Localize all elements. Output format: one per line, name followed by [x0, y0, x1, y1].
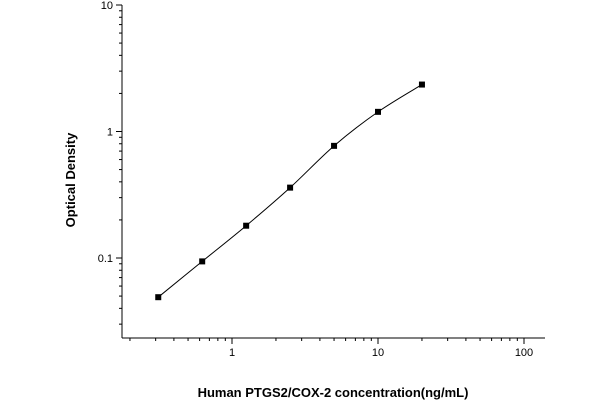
data-point: [418, 81, 425, 88]
data-point: [199, 258, 206, 265]
data-point: [243, 222, 250, 229]
x-tick-label: 1: [229, 347, 235, 359]
y-axis-title: Optical Density: [63, 132, 78, 227]
x-ticks: 1 10 100: [129, 338, 533, 359]
fit-curve: [157, 84, 423, 298]
y-tick-label: 10: [101, 0, 113, 12]
data-point: [287, 184, 294, 191]
data-point: [155, 294, 162, 301]
plot-frame: [121, 5, 545, 339]
y-ticks: 0.1 1 10: [98, 0, 122, 325]
y-tick-label: 0.1: [98, 253, 113, 265]
data-point: [331, 142, 338, 149]
x-axis-title: Human PTGS2/COX-2 concentration(ng/mL): [198, 385, 469, 400]
data-point: [375, 108, 381, 115]
x-tick-label: 100: [515, 347, 533, 359]
y-tick-label: 1: [107, 127, 113, 139]
data-points: [155, 81, 425, 301]
x-tick-label: 10: [372, 347, 384, 359]
